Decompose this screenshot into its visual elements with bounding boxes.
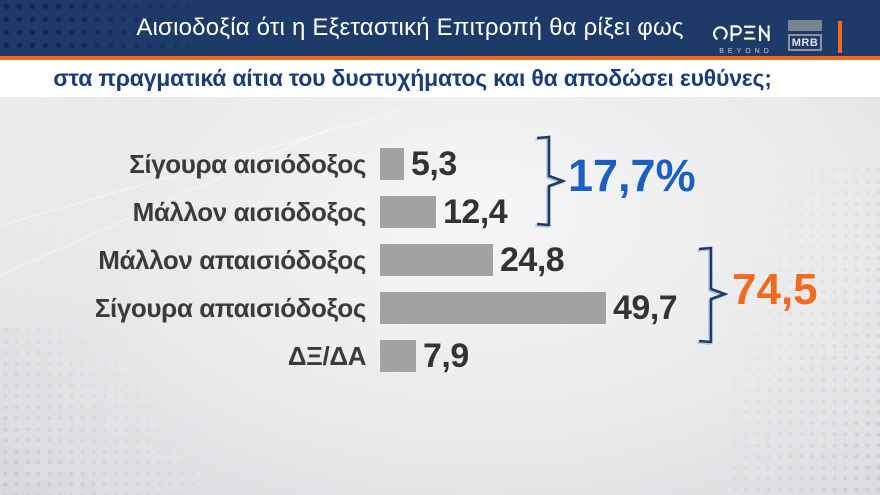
value-label: 49,7 bbox=[613, 288, 678, 327]
category-label: Σίγουρα απαισιόδοξος bbox=[94, 292, 367, 323]
category-label: Μάλλον απαισιόδοξος bbox=[98, 244, 366, 275]
value-label: 5,3 bbox=[411, 144, 457, 183]
background-dots-right bbox=[730, 165, 880, 495]
bar-row: Μάλλον αισιόδοξος 12,4 bbox=[0, 188, 880, 236]
bar-row: ΔΞ/ΔΑ 7,9 bbox=[0, 332, 880, 380]
bar bbox=[380, 196, 436, 228]
group2-bracket bbox=[697, 246, 728, 345]
bar-chart: Σίγουρα αισιόδοξος 5,3 Μάλλον αισιόδοξος 12… bbox=[0, 97, 880, 495]
mrb-logo-label: MRB bbox=[788, 34, 822, 51]
bar bbox=[380, 148, 404, 180]
bar-row: Σίγουρα αισιόδοξος 5,3 bbox=[0, 140, 880, 188]
header-orange-divider bbox=[838, 21, 842, 53]
group1-bracket bbox=[535, 135, 566, 228]
category-label: ΔΞ/ΔΑ bbox=[287, 340, 367, 371]
page-title: Αισιοδοξία ότι η Εξεταστική Επιτροπή θα … bbox=[136, 14, 684, 41]
open-logo-icon bbox=[713, 25, 770, 42]
bar-row: Σίγουρα απαισιόδοξος 49,7 bbox=[0, 284, 880, 332]
open-channel-logo: BEYOND bbox=[712, 24, 776, 55]
value-label: 24,8 bbox=[500, 240, 565, 279]
header-orange-underline bbox=[0, 56, 880, 60]
background-dots-left bbox=[0, 325, 200, 495]
bar bbox=[380, 244, 493, 276]
category-label: Μάλλον αισιόδοξος bbox=[132, 196, 367, 227]
bar bbox=[380, 340, 416, 372]
header-bar: Αισιοδοξία ότι η Εξεταστική Επιτροπή θα … bbox=[0, 0, 880, 56]
open-logo-beyond-label: BEYOND bbox=[719, 48, 773, 55]
bar-rows: Σίγουρα αισιόδοξος 5,3 Μάλλον αισιόδοξος 12… bbox=[0, 140, 880, 380]
bar bbox=[380, 292, 606, 324]
value-label: 12,4 bbox=[443, 192, 508, 231]
group1-total-label: 17,7% bbox=[568, 150, 696, 201]
group2-total-label: 74,5 bbox=[732, 265, 818, 314]
subtitle-strip: στα πραγματικά αίτια του δυστυχήματος κα… bbox=[0, 60, 880, 97]
bar-row: Μάλλον απαισιόδοξος 24,8 bbox=[0, 236, 880, 284]
value-label: 7,9 bbox=[423, 336, 469, 375]
subtitle-text: στα πραγματικά αίτια του δυστυχήματος κα… bbox=[53, 65, 772, 91]
category-label: Σίγουρα αισιόδοξος bbox=[129, 148, 366, 179]
mrb-logo-topbar bbox=[788, 20, 822, 31]
mrb-logo: MRB bbox=[786, 20, 824, 53]
